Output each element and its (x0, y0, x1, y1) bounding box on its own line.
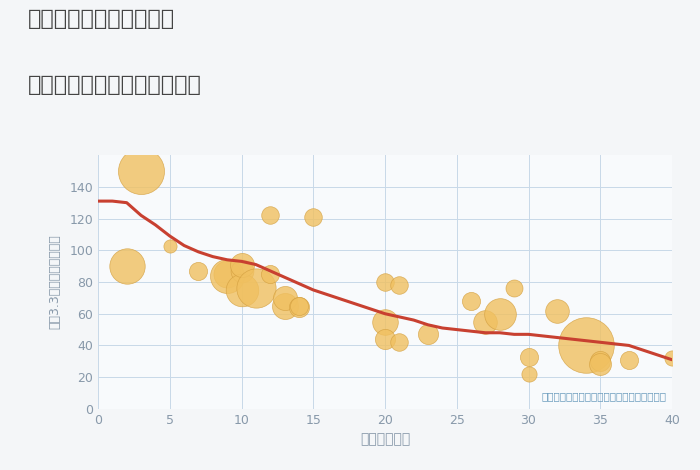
X-axis label: 築年数（年）: 築年数（年） (360, 432, 410, 446)
Point (379, 336, 391, 343)
Point (666, 354, 678, 362)
Point (393, 338, 405, 346)
Point (279, 302, 290, 310)
Point (523, 370, 534, 378)
Point (293, 302, 304, 310)
Point (265, 212, 276, 219)
Point (480, 318, 491, 325)
Point (580, 342, 592, 349)
Text: 奈良県奈良市興ヶ原町の: 奈良県奈良市興ヶ原町の (28, 9, 175, 30)
Point (308, 213, 319, 221)
Y-axis label: 坪（3.3㎡）単価（万円）: 坪（3.3㎡）単価（万円） (48, 235, 61, 329)
Point (222, 272, 233, 279)
Point (379, 278, 391, 286)
Point (265, 270, 276, 278)
Point (523, 353, 534, 360)
Point (595, 358, 606, 365)
Point (293, 304, 304, 311)
Point (136, 167, 147, 175)
Point (494, 310, 505, 318)
Point (624, 356, 635, 363)
Point (279, 294, 290, 302)
Point (236, 286, 247, 294)
Point (236, 261, 247, 268)
Point (379, 318, 391, 325)
Text: 築年数別中古マンション価格: 築年数別中古マンション価格 (28, 75, 202, 95)
Point (164, 242, 175, 249)
Point (121, 262, 132, 270)
Point (509, 284, 520, 292)
Point (393, 282, 405, 289)
Point (552, 307, 563, 314)
Point (251, 284, 262, 292)
Point (193, 267, 204, 274)
Text: 円の大きさは、取引のあった物件面積を示す: 円の大きさは、取引のあった物件面積を示す (541, 392, 666, 401)
Point (236, 267, 247, 274)
Point (466, 297, 477, 305)
Point (222, 270, 233, 278)
Point (595, 361, 606, 368)
Point (423, 330, 434, 338)
